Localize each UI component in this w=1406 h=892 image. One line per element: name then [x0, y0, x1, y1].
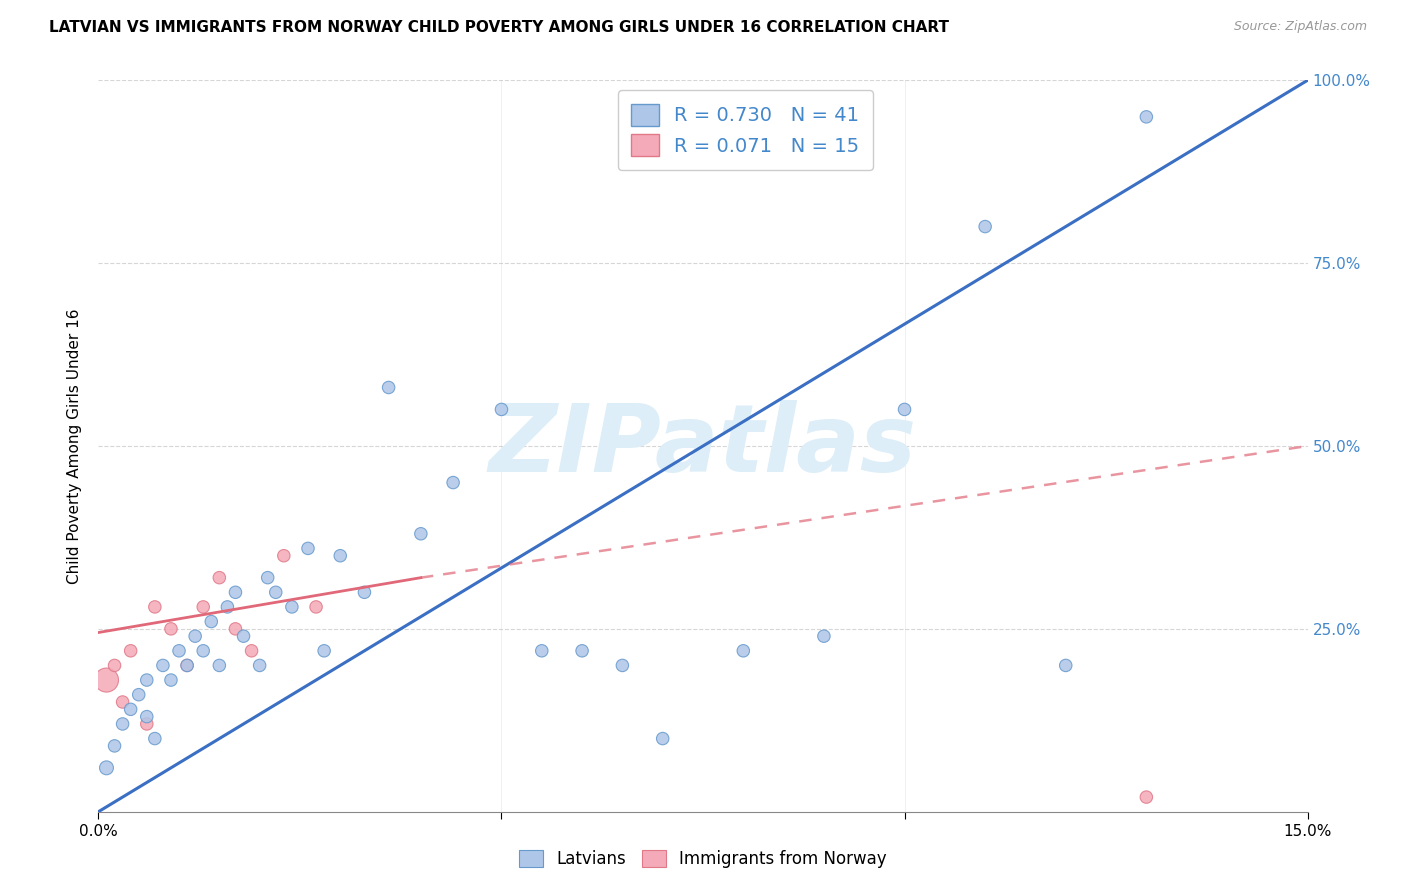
Point — [377, 380, 399, 394]
Point — [103, 739, 125, 753]
Point — [176, 658, 198, 673]
Point — [530, 644, 553, 658]
Point — [160, 673, 183, 687]
Point — [281, 599, 304, 614]
Point — [409, 526, 432, 541]
Point — [612, 658, 634, 673]
Point — [224, 622, 246, 636]
Point — [184, 629, 207, 643]
Point — [135, 717, 157, 731]
Point — [111, 717, 134, 731]
Point — [96, 673, 118, 687]
Point — [176, 658, 198, 673]
Text: ZIPatlas: ZIPatlas — [489, 400, 917, 492]
Point — [273, 549, 295, 563]
Point — [232, 629, 254, 643]
Point — [329, 549, 352, 563]
Point — [297, 541, 319, 556]
Point — [208, 658, 231, 673]
Point — [128, 688, 150, 702]
Point — [893, 402, 915, 417]
Point — [152, 658, 174, 673]
Point — [249, 658, 271, 673]
Point — [353, 585, 375, 599]
Point — [167, 644, 190, 658]
Text: LATVIAN VS IMMIGRANTS FROM NORWAY CHILD POVERTY AMONG GIRLS UNDER 16 CORRELATION: LATVIAN VS IMMIGRANTS FROM NORWAY CHILD … — [49, 20, 949, 35]
Point — [1135, 790, 1157, 805]
Point — [135, 709, 157, 723]
Point — [651, 731, 673, 746]
Point — [974, 219, 997, 234]
Point — [256, 571, 278, 585]
Point — [135, 673, 157, 687]
Point — [305, 599, 328, 614]
Point — [120, 702, 142, 716]
Point — [733, 644, 755, 658]
Point — [193, 599, 215, 614]
Point — [96, 761, 118, 775]
Point — [441, 475, 464, 490]
Point — [240, 644, 263, 658]
Point — [224, 585, 246, 599]
Y-axis label: Child Poverty Among Girls Under 16: Child Poverty Among Girls Under 16 — [67, 309, 83, 583]
Point — [217, 599, 239, 614]
Point — [160, 622, 183, 636]
Point — [103, 658, 125, 673]
Point — [143, 599, 166, 614]
Point — [1135, 110, 1157, 124]
Point — [491, 402, 513, 417]
Point — [208, 571, 231, 585]
Point — [264, 585, 287, 599]
Point — [143, 731, 166, 746]
Text: Source: ZipAtlas.com: Source: ZipAtlas.com — [1233, 20, 1367, 33]
Point — [314, 644, 336, 658]
Legend: Latvians, Immigrants from Norway: Latvians, Immigrants from Norway — [513, 843, 893, 875]
Point — [1054, 658, 1077, 673]
Point — [200, 615, 222, 629]
Point — [120, 644, 142, 658]
Legend: R = 0.730   N = 41, R = 0.071   N = 15: R = 0.730 N = 41, R = 0.071 N = 15 — [617, 90, 873, 169]
Point — [571, 644, 593, 658]
Point — [193, 644, 215, 658]
Point — [813, 629, 835, 643]
Point — [111, 695, 134, 709]
